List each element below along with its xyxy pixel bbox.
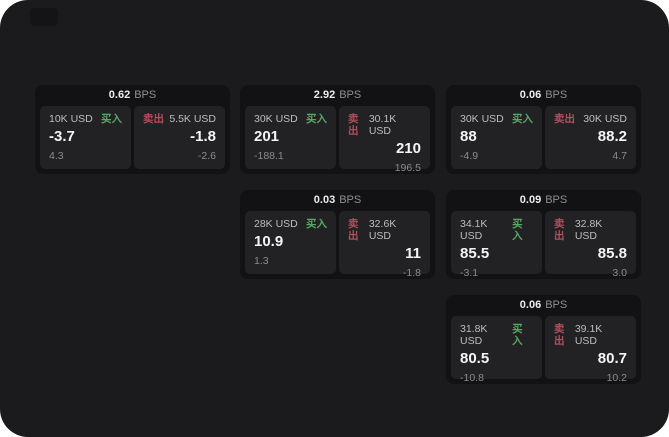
buy-amount: 30K USD [254, 113, 298, 125]
bps-value: 0.03 [313, 194, 336, 206]
buy-panel[interactable]: 28K USD 买入 10.9 1.3 [245, 211, 336, 274]
quote-card: 0.09 BPS 34.1K USD 买入 85.5 -3.1 卖出 32.8K… [446, 190, 641, 279]
sell-panel[interactable]: 卖出 32.8K USD 85.8 3.0 [545, 211, 636, 279]
buy-delta: -4.9 [460, 150, 479, 162]
buy-amount: 10K USD [49, 113, 93, 125]
sell-price: 80.7 [597, 350, 627, 367]
card-header: 2.92 BPS [240, 85, 435, 106]
sell-tag: 卖出 [554, 218, 565, 242]
sell-price: 11 [405, 245, 421, 262]
buy-price: 88 [460, 128, 477, 145]
quote-card: 0.06 BPS 30K USD 买入 88 -4.9 卖出 30K USD 8… [446, 85, 641, 174]
buy-price: 10.9 [254, 233, 284, 250]
card-header: 0.09 BPS [446, 190, 641, 211]
sell-delta: -1.8 [402, 267, 421, 279]
sell-amount: 32.8K USD [574, 218, 603, 242]
card-body: 34.1K USD 买入 85.5 -3.1 卖出 32.8K USD 85.8… [446, 211, 641, 279]
buy-tag: 买入 [101, 113, 122, 125]
quote-card: 2.92 BPS 30K USD 买入 201 -188.1 卖出 30.1K … [240, 85, 435, 174]
card-body: 31.8K USD 买入 80.5 -10.8 卖出 39.1K USD 80.… [446, 316, 641, 384]
buy-delta: -3.1 [460, 267, 479, 279]
card-header: 0.06 BPS [446, 295, 641, 316]
quote-card: 0.62 BPS 10K USD 买入 -3.7 4.3 卖出 5.5K USD… [35, 85, 230, 174]
buy-delta: 4.3 [49, 150, 64, 162]
sell-amount: 32.6K USD [368, 218, 397, 242]
card-body: 28K USD 买入 10.9 1.3 卖出 32.6K USD 11 -1.8 [240, 211, 435, 279]
buy-amount: 30K USD [460, 113, 504, 125]
buy-price: 85.5 [460, 245, 490, 262]
quote-card: 0.06 BPS 31.8K USD 买入 80.5 -10.8 卖出 39.1… [446, 295, 641, 384]
bps-unit-label: BPS [545, 299, 568, 311]
sell-price: 210 [395, 140, 421, 157]
card-header: 0.03 BPS [240, 190, 435, 211]
buy-delta: -10.8 [460, 372, 484, 384]
buy-delta: 1.3 [254, 255, 269, 267]
sell-delta: 196.5 [394, 162, 421, 174]
sell-price: 88.2 [597, 128, 627, 145]
bps-unit-label: BPS [134, 89, 157, 101]
bps-value: 0.09 [519, 194, 542, 206]
sell-tag: 卖出 [348, 113, 359, 137]
quote-card: 0.03 BPS 28K USD 买入 10.9 1.3 卖出 32.6K US… [240, 190, 435, 279]
buy-tag: 买入 [306, 113, 327, 125]
buy-panel[interactable]: 31.8K USD 买入 80.5 -10.8 [451, 316, 542, 384]
sell-amount: 30K USD [583, 113, 627, 125]
sell-panel[interactable]: 卖出 30K USD 88.2 4.7 [545, 106, 636, 169]
sell-tag: 卖出 [554, 323, 565, 347]
bps-unit-label: BPS [339, 194, 362, 206]
card-header: 0.06 BPS [446, 85, 641, 106]
bps-unit-label: BPS [545, 194, 568, 206]
buy-price: -3.7 [49, 128, 75, 145]
buy-amount: 31.8K USD [460, 323, 488, 347]
sell-panel[interactable]: 卖出 5.5K USD -1.8 -2.6 [134, 106, 225, 169]
buy-tag: 买入 [512, 113, 533, 125]
sell-price: -1.8 [190, 128, 216, 145]
card-body: 10K USD 买入 -3.7 4.3 卖出 5.5K USD -1.8 -2.… [35, 106, 230, 169]
buy-panel[interactable]: 30K USD 买入 201 -188.1 [245, 106, 336, 169]
buy-tag: 买入 [512, 218, 523, 242]
sell-tag: 卖出 [348, 218, 359, 242]
sell-amount: 5.5K USD [169, 113, 216, 125]
card-body: 30K USD 买入 88 -4.9 卖出 30K USD 88.2 4.7 [446, 106, 641, 169]
buy-price: 80.5 [460, 350, 490, 367]
buy-price: 201 [254, 128, 280, 145]
sell-tag: 卖出 [143, 113, 164, 125]
buy-tag: 买入 [512, 323, 523, 347]
sell-tag: 卖出 [554, 113, 575, 125]
buy-tag: 买入 [306, 218, 327, 230]
buy-delta: -188.1 [254, 150, 284, 162]
bps-value: 0.06 [519, 89, 542, 101]
bps-unit-label: BPS [339, 89, 362, 101]
bps-unit-label: BPS [545, 89, 568, 101]
sell-delta: 10.2 [606, 372, 627, 384]
sell-amount: 30.1K USD [368, 113, 397, 137]
sell-delta: -2.6 [197, 150, 216, 162]
sell-amount: 39.1K USD [574, 323, 603, 347]
sell-panel[interactable]: 卖出 30.1K USD 210 196.5 [339, 106, 430, 174]
sell-panel[interactable]: 卖出 32.6K USD 11 -1.8 [339, 211, 430, 279]
buy-amount: 28K USD [254, 218, 298, 230]
sell-delta: 4.7 [612, 150, 627, 162]
bps-value: 0.62 [108, 89, 131, 101]
top-left-button[interactable] [30, 8, 58, 26]
card-header: 0.62 BPS [35, 85, 230, 106]
sell-delta: 3.0 [612, 267, 627, 279]
buy-amount: 34.1K USD [460, 218, 488, 242]
buy-panel[interactable]: 30K USD 买入 88 -4.9 [451, 106, 542, 169]
card-body: 30K USD 买入 201 -188.1 卖出 30.1K USD 210 1… [240, 106, 435, 174]
buy-panel[interactable]: 10K USD 买入 -3.7 4.3 [40, 106, 131, 169]
sell-panel[interactable]: 卖出 39.1K USD 80.7 10.2 [545, 316, 636, 384]
bps-value: 0.06 [519, 299, 542, 311]
sell-price: 85.8 [597, 245, 627, 262]
bps-value: 2.92 [313, 89, 336, 101]
buy-panel[interactable]: 34.1K USD 买入 85.5 -3.1 [451, 211, 542, 279]
